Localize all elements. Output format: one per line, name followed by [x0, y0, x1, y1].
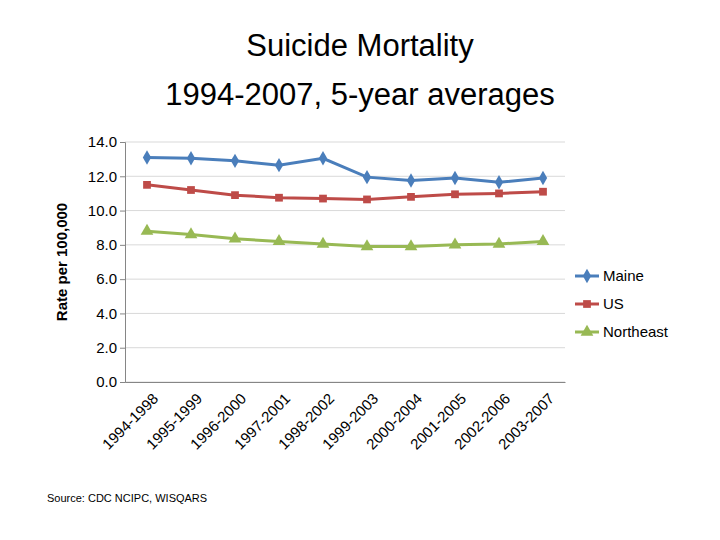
- y-tick-label: 4.0: [96, 305, 117, 322]
- grid-line: [125, 313, 565, 314]
- marker: [363, 196, 371, 204]
- series: [143, 181, 547, 203]
- marker: [185, 227, 198, 238]
- series: [141, 224, 550, 250]
- y-tick-label: 14.0: [88, 133, 117, 150]
- marker: [187, 186, 195, 194]
- legend-marker: [583, 269, 591, 283]
- legend-marker: [583, 300, 591, 308]
- marker: [363, 170, 371, 184]
- y-tick-label: 6.0: [96, 270, 117, 287]
- y-tick-label: 12.0: [88, 168, 117, 185]
- y-tick-mark: [120, 211, 125, 212]
- legend-item: US: [575, 295, 624, 312]
- legend-label: Maine: [603, 267, 644, 284]
- grid-line: [125, 279, 565, 280]
- marker: [317, 237, 330, 248]
- x-tick-label: 2003-2007: [495, 390, 558, 453]
- grid-line: [125, 382, 565, 383]
- marker: [141, 224, 154, 235]
- grid-line: [125, 210, 565, 211]
- y-tick: 6.0: [96, 270, 125, 287]
- grid-line: [125, 142, 565, 143]
- y-axis: 0.0 2.0 4.0 6.0 8.0 10.0 12.0 14.0: [88, 133, 126, 390]
- y-tick-label: 10.0: [88, 202, 117, 219]
- marker: [539, 171, 547, 185]
- marker: [319, 151, 327, 165]
- marker: [407, 173, 415, 187]
- y-tick: 8.0: [96, 236, 125, 253]
- y-tick: 14.0: [88, 133, 125, 150]
- y-tick-label: 8.0: [96, 236, 117, 253]
- marker: [187, 151, 195, 165]
- marker: [495, 175, 503, 189]
- y-tick-label: 2.0: [96, 339, 117, 356]
- y-tick-mark: [120, 313, 125, 314]
- plot-area: [141, 150, 550, 250]
- y-tick: 4.0: [96, 305, 125, 322]
- marker: [273, 234, 286, 245]
- marker: [405, 239, 418, 250]
- legend-item: Northeast: [575, 323, 669, 340]
- series: [143, 150, 547, 189]
- annotation: Source: CDC NCIPC, WISQARS: [47, 492, 207, 504]
- x-axis: 1994-19981995-19991996-20001997-20011998…: [99, 382, 566, 453]
- y-tick: 10.0: [88, 202, 125, 219]
- marker: [407, 193, 415, 201]
- marker: [143, 150, 151, 164]
- legend-label: Northeast: [603, 323, 669, 340]
- y-tick-mark: [120, 279, 125, 280]
- marker: [229, 232, 242, 243]
- legend: Maine US Northeast: [575, 267, 669, 340]
- grid: [125, 142, 565, 382]
- series-line: [147, 157, 543, 182]
- y-tick-mark: [120, 382, 125, 383]
- y-axis-line: [120, 143, 126, 383]
- marker: [449, 238, 462, 249]
- marker: [451, 171, 459, 185]
- legend-item: Maine: [575, 267, 644, 284]
- grid-line: [125, 347, 565, 348]
- marker: [495, 190, 503, 198]
- y-tick: 12.0: [88, 168, 125, 185]
- y-tick-mark: [120, 176, 125, 177]
- marker: [539, 188, 547, 196]
- y-tick-mark: [120, 348, 125, 349]
- y-tick-mark: [120, 245, 125, 246]
- title: Suicide Mortality: [246, 28, 474, 63]
- marker: [275, 158, 283, 172]
- marker: [451, 190, 459, 198]
- marker: [493, 237, 506, 248]
- legend-marker: [581, 325, 594, 336]
- marker: [319, 195, 327, 203]
- y-tick: 2.0: [96, 339, 125, 356]
- y-tick-label: 0.0: [96, 373, 117, 390]
- chart: Suicide Mortality 1994-2007, 5-year avera…: [0, 0, 720, 540]
- marker: [275, 194, 283, 202]
- legend-label: US: [603, 295, 624, 312]
- series-line: [147, 231, 543, 246]
- series-line: [147, 185, 543, 200]
- marker: [537, 234, 550, 245]
- marker: [143, 181, 151, 189]
- marker: [231, 191, 239, 199]
- marker: [361, 239, 374, 250]
- x-axis-line: [126, 382, 566, 383]
- x-tick: 2003-2007: [495, 382, 558, 453]
- y-tick-mark: [120, 142, 125, 143]
- subtitle: 1994-2007, 5-year averages: [165, 77, 554, 112]
- y-axis-title: Rate per 100,000: [53, 203, 70, 321]
- y-tick: 0.0: [96, 373, 125, 390]
- marker: [231, 154, 239, 168]
